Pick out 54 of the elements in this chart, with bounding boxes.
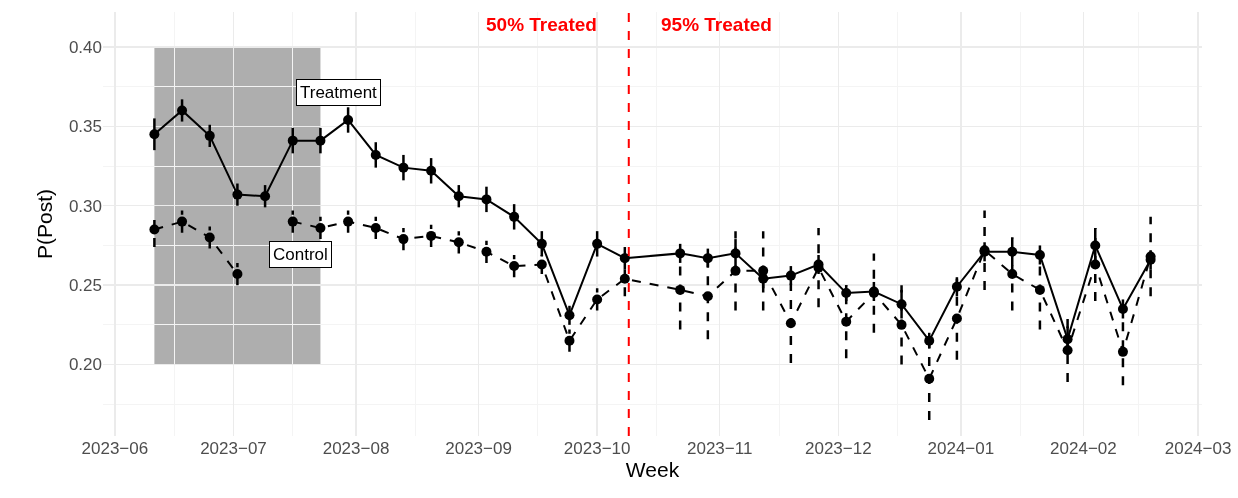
y-tick-label: 0.30 <box>68 196 102 216</box>
point <box>509 261 520 272</box>
x-tick-label: 2023−06 <box>81 439 149 458</box>
point <box>1117 303 1128 314</box>
y-tick-label: 0.25 <box>68 276 102 296</box>
point <box>204 232 215 243</box>
x-tick-label: 2023−09 <box>445 439 512 458</box>
point <box>343 216 354 227</box>
point <box>315 135 326 146</box>
point <box>453 191 464 202</box>
point <box>287 135 298 146</box>
point <box>592 238 603 249</box>
point <box>204 130 215 141</box>
y-tick-label: 0.20 <box>68 355 102 375</box>
point <box>536 238 547 249</box>
x-tick-label: 2024−01 <box>927 439 995 458</box>
point <box>177 216 188 227</box>
point <box>1062 345 1073 356</box>
point <box>619 253 630 264</box>
point <box>177 105 188 116</box>
x-tick-label: 2024−02 <box>1050 439 1117 458</box>
x-tick-label: 2023−07 <box>200 439 267 458</box>
annotation: 95% Treated <box>661 14 772 35</box>
x-tick-label: 2023−08 <box>322 439 390 458</box>
point <box>370 222 381 233</box>
point <box>398 162 409 173</box>
x-tick-label: 2023−11 <box>687 439 753 458</box>
point <box>841 288 852 299</box>
x-tick-label: 2023−12 <box>804 439 872 458</box>
point <box>260 191 271 202</box>
point <box>232 189 243 200</box>
point <box>370 149 381 160</box>
point <box>509 211 520 222</box>
point <box>343 114 354 125</box>
point <box>564 310 575 321</box>
annotation: 50% Treated <box>486 14 597 35</box>
point <box>785 270 796 281</box>
y-tick-label: 0.35 <box>68 117 102 137</box>
series-label: Treatment <box>300 83 378 102</box>
point <box>1117 346 1128 357</box>
point <box>149 129 160 140</box>
y-axis-title: P(Post) <box>33 188 57 260</box>
point <box>453 237 464 248</box>
series-label: Control <box>273 245 328 264</box>
x-axis-title: Week <box>625 458 680 481</box>
x-tick-label: 2024−03 <box>1164 439 1232 458</box>
point <box>426 230 437 241</box>
point <box>619 273 630 284</box>
x-tick-label: 2023−10 <box>563 439 631 458</box>
point <box>287 216 298 227</box>
point <box>592 294 603 305</box>
point <box>481 194 492 205</box>
y-tick-label: 0.40 <box>68 37 102 57</box>
point <box>426 165 437 176</box>
